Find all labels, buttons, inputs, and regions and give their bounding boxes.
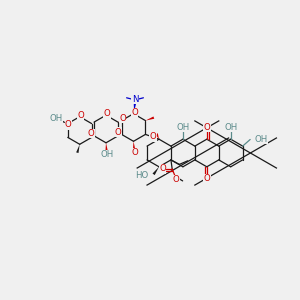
Text: O: O xyxy=(203,123,210,132)
Text: O: O xyxy=(173,175,179,184)
Text: O: O xyxy=(88,129,95,138)
Polygon shape xyxy=(152,167,159,175)
Text: HO: HO xyxy=(136,171,149,180)
Text: O: O xyxy=(203,174,210,183)
Text: O: O xyxy=(131,108,138,117)
Text: N: N xyxy=(132,95,138,104)
Text: O: O xyxy=(131,148,138,157)
Polygon shape xyxy=(146,116,154,121)
Polygon shape xyxy=(133,141,135,150)
Text: O: O xyxy=(119,114,126,123)
Polygon shape xyxy=(105,143,108,151)
Polygon shape xyxy=(134,102,136,112)
Text: OH: OH xyxy=(176,123,190,132)
Text: OH: OH xyxy=(224,123,237,132)
Text: O: O xyxy=(159,164,166,173)
Text: O: O xyxy=(103,110,110,118)
Polygon shape xyxy=(76,144,80,153)
Polygon shape xyxy=(118,118,126,122)
Text: O: O xyxy=(77,111,84,120)
Text: OH: OH xyxy=(101,150,114,159)
Text: O: O xyxy=(65,120,72,129)
Polygon shape xyxy=(60,119,68,124)
Text: O: O xyxy=(150,132,157,141)
Text: OH: OH xyxy=(254,135,267,144)
Text: O: O xyxy=(115,128,122,137)
Text: OH: OH xyxy=(49,114,62,123)
Polygon shape xyxy=(155,133,159,139)
